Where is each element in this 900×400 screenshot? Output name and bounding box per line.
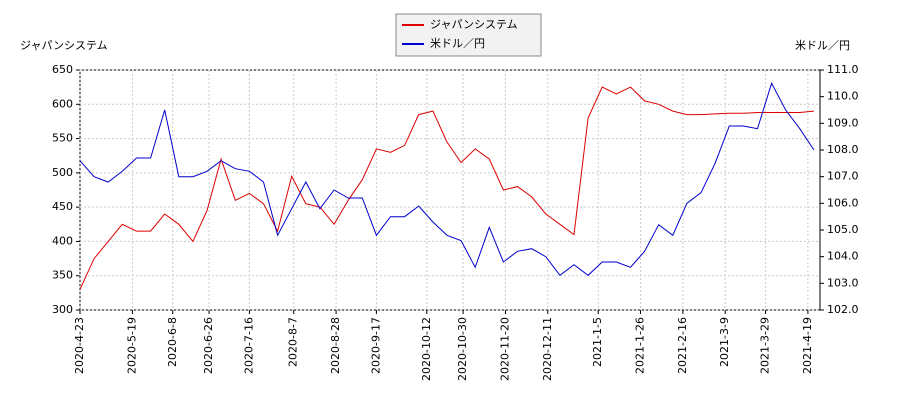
series-line xyxy=(79,86,815,290)
x-tick-label: 2020-6-26 xyxy=(202,317,215,374)
y-tick-label: 500 xyxy=(52,166,73,179)
x-tick-label: 2020-8-7 xyxy=(287,317,300,367)
x-tick-label: 2020-10-30 xyxy=(456,317,469,381)
legend-label: 米ドル／円 xyxy=(430,37,485,50)
x-tick-label: 2020-7-16 xyxy=(242,317,255,374)
y-tick-label: 350 xyxy=(52,269,73,282)
y2-tick-label: 110.0 xyxy=(827,90,859,103)
y2-tick-label: 103.0 xyxy=(827,276,859,289)
series-line xyxy=(79,82,815,276)
y2-tick-label: 108.0 xyxy=(827,143,859,156)
y2-tick-label: 105.0 xyxy=(827,223,859,236)
y-tick-label: 600 xyxy=(52,97,73,110)
y2-tick-label: 111.0 xyxy=(827,63,859,76)
y-axis-label: ジャパンシステム xyxy=(20,39,108,52)
legend xyxy=(395,13,542,57)
y-tick-label: 300 xyxy=(52,303,73,316)
y2-tick-label: 102.0 xyxy=(827,303,859,316)
x-tick-label: 2021-3-29 xyxy=(759,317,772,374)
y2-tick-label: 107.0 xyxy=(827,170,859,183)
x-tick-label: 2020-11-20 xyxy=(498,317,511,381)
y-tick-label: 450 xyxy=(52,200,73,213)
x-tick-label: 2020-5-19 xyxy=(125,317,138,374)
x-tick-label: 2020-12-11 xyxy=(541,317,554,381)
x-tick-label: 2021-1-26 xyxy=(634,317,647,374)
plot-frame xyxy=(79,69,821,311)
y2-tick-label: 104.0 xyxy=(827,250,859,263)
x-tick-label: 2020-8-28 xyxy=(329,317,342,374)
x-tick-label: 2021-3-9 xyxy=(718,317,731,367)
x-tick-label: 2021-4-19 xyxy=(801,317,814,374)
y-tick-label: 650 xyxy=(52,63,73,76)
x-tick-label: 2020-9-17 xyxy=(369,317,382,374)
y2-tick-label: 106.0 xyxy=(827,196,859,209)
legend-label: ジャパンシステム xyxy=(430,18,518,31)
y2-tick-label: 109.0 xyxy=(827,116,859,129)
x-tick-label: 2021-1-5 xyxy=(591,317,604,367)
y-tick-label: 400 xyxy=(52,234,73,247)
x-tick-label: 2020-10-12 xyxy=(420,317,433,381)
x-tick-label: 2021-2-16 xyxy=(676,317,689,374)
y-tick-label: 550 xyxy=(52,132,73,145)
y2-axis-label: 米ドル／円 xyxy=(795,39,850,52)
x-tick-label: 2020-4-23 xyxy=(73,317,86,374)
x-tick-label: 2020-6-8 xyxy=(166,317,179,367)
